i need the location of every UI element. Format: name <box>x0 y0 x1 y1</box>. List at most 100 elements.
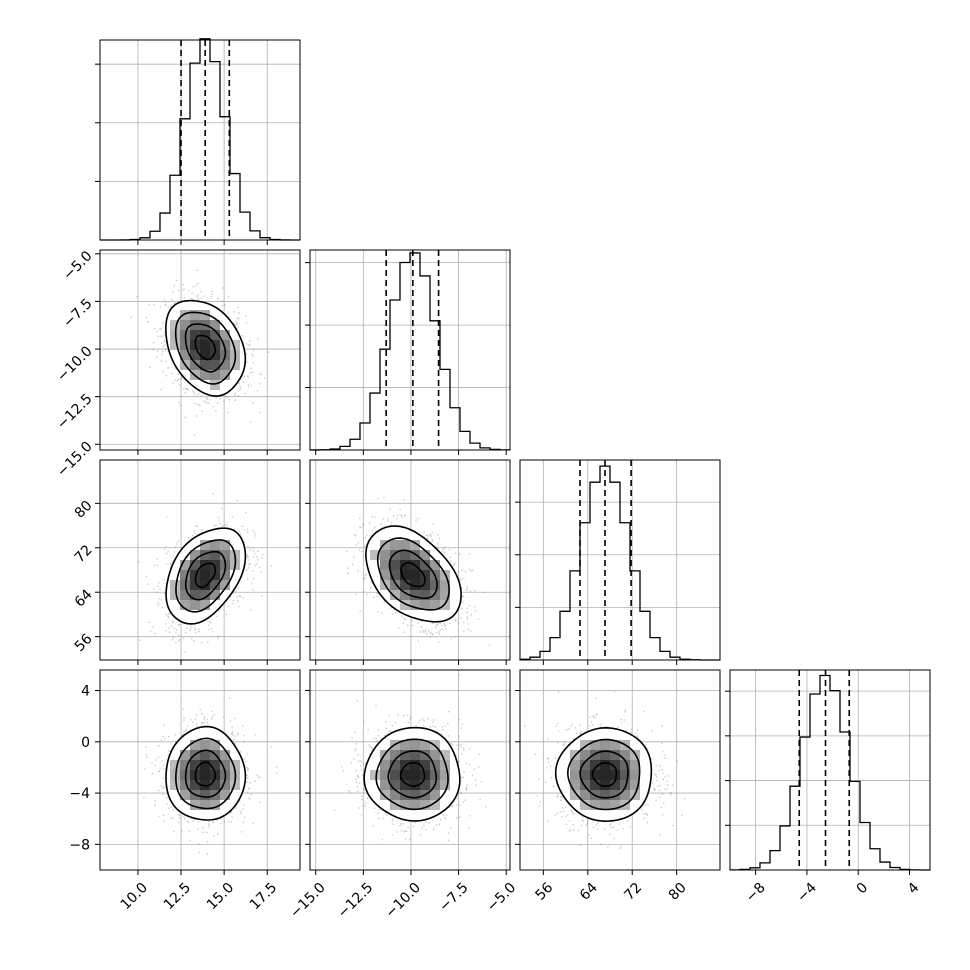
density-cell <box>370 550 380 560</box>
density-cell <box>430 600 440 610</box>
x-tick-label-col2: 56 <box>532 880 556 904</box>
density-cell <box>210 780 220 790</box>
x-tick-label-col3: −8 <box>743 880 769 906</box>
x-tick-label-col0: 15.0 <box>204 880 237 913</box>
x-tick-label-col2: 80 <box>666 880 690 904</box>
density-cell <box>210 590 220 600</box>
density-cell <box>220 330 230 340</box>
x-tick-label-col2: 72 <box>621 880 645 904</box>
y-tick-label-row3: −8 <box>69 837 90 853</box>
density-cell <box>400 800 410 810</box>
density-cell <box>230 760 240 770</box>
density-cell <box>390 550 400 560</box>
density-cell <box>190 310 200 320</box>
contour-line <box>365 525 462 623</box>
density-cell <box>420 750 430 760</box>
y-tick-label-row3: −4 <box>69 786 90 802</box>
contour-line <box>165 725 247 821</box>
contour-line <box>194 334 217 361</box>
density-cell <box>570 770 580 780</box>
density-cell <box>610 800 620 810</box>
contour-line <box>184 550 227 601</box>
density-cell <box>590 760 600 770</box>
density-cell <box>210 560 220 570</box>
density-cell <box>380 770 390 780</box>
contour-line <box>375 738 449 811</box>
density-cell <box>380 790 390 800</box>
density-cell <box>180 780 190 790</box>
contour-line <box>194 761 217 787</box>
density-cell <box>580 740 590 750</box>
density-cell <box>620 760 630 770</box>
density-cell <box>410 780 420 790</box>
density-cell <box>200 550 210 560</box>
density-cell <box>430 590 440 600</box>
density-cell <box>610 740 620 750</box>
contour-line <box>567 738 641 811</box>
density-cell <box>420 550 430 560</box>
density-cell <box>380 570 390 580</box>
x-tick-label-col0: 12.5 <box>161 880 194 913</box>
density-cell <box>200 600 210 610</box>
density-cell <box>580 770 590 780</box>
density-cell <box>440 780 450 790</box>
density-cell <box>180 590 190 600</box>
y-tick-label-row2: 80 <box>72 498 96 522</box>
density-cell <box>200 770 210 780</box>
x-tick-label-col3: −4 <box>794 880 820 906</box>
density-cell <box>190 740 200 750</box>
contour-line <box>175 737 237 810</box>
density-cell <box>220 580 230 590</box>
contour-line <box>579 750 629 799</box>
density-cell <box>610 750 620 760</box>
density-cell <box>400 770 410 780</box>
density-cell <box>440 750 450 760</box>
density-cell <box>210 800 220 810</box>
panel-content <box>333 674 487 842</box>
scatter-panel-2 <box>305 459 511 665</box>
density-cell <box>610 770 620 780</box>
density-cell <box>420 590 430 600</box>
axes-frame <box>309 459 511 661</box>
density-cell <box>230 780 240 790</box>
density-cell <box>200 310 210 320</box>
density-cell <box>440 590 450 600</box>
axes-frame <box>519 459 721 661</box>
density-cell <box>210 370 220 380</box>
density-cell <box>170 580 180 590</box>
density-cell <box>390 540 400 550</box>
density-cell <box>410 770 420 780</box>
density-cell <box>210 380 220 390</box>
density-cell <box>580 800 590 810</box>
density-cell <box>220 360 230 370</box>
density-cell <box>190 550 200 560</box>
density-cell <box>570 780 580 790</box>
density-cell <box>590 740 600 750</box>
density-cell <box>210 360 220 370</box>
density-cell <box>380 780 390 790</box>
scatter-panel-3 <box>95 669 301 875</box>
density-cell <box>390 570 400 580</box>
density-cell <box>390 760 400 770</box>
x-tick-label-col1: −15.0 <box>287 880 329 922</box>
contour-line <box>591 762 618 787</box>
axes-frame <box>309 669 511 871</box>
density-cell <box>200 540 210 550</box>
contour-line <box>165 299 247 397</box>
histogram-step-line <box>729 674 931 871</box>
density-cell <box>600 770 610 780</box>
density-cell <box>190 600 200 610</box>
density-cell <box>200 580 210 590</box>
density-cell <box>190 560 200 570</box>
axes-frame <box>99 39 301 241</box>
density-cell <box>200 790 210 800</box>
density-cell <box>170 340 180 350</box>
density-cell <box>410 570 420 580</box>
density-cell <box>430 760 440 770</box>
density-cell <box>600 750 610 760</box>
density-cell <box>410 580 420 590</box>
density-cell <box>200 740 210 750</box>
y-tick-label-row1: −12.5 <box>54 391 96 433</box>
scatter-panel-1 <box>95 459 301 665</box>
